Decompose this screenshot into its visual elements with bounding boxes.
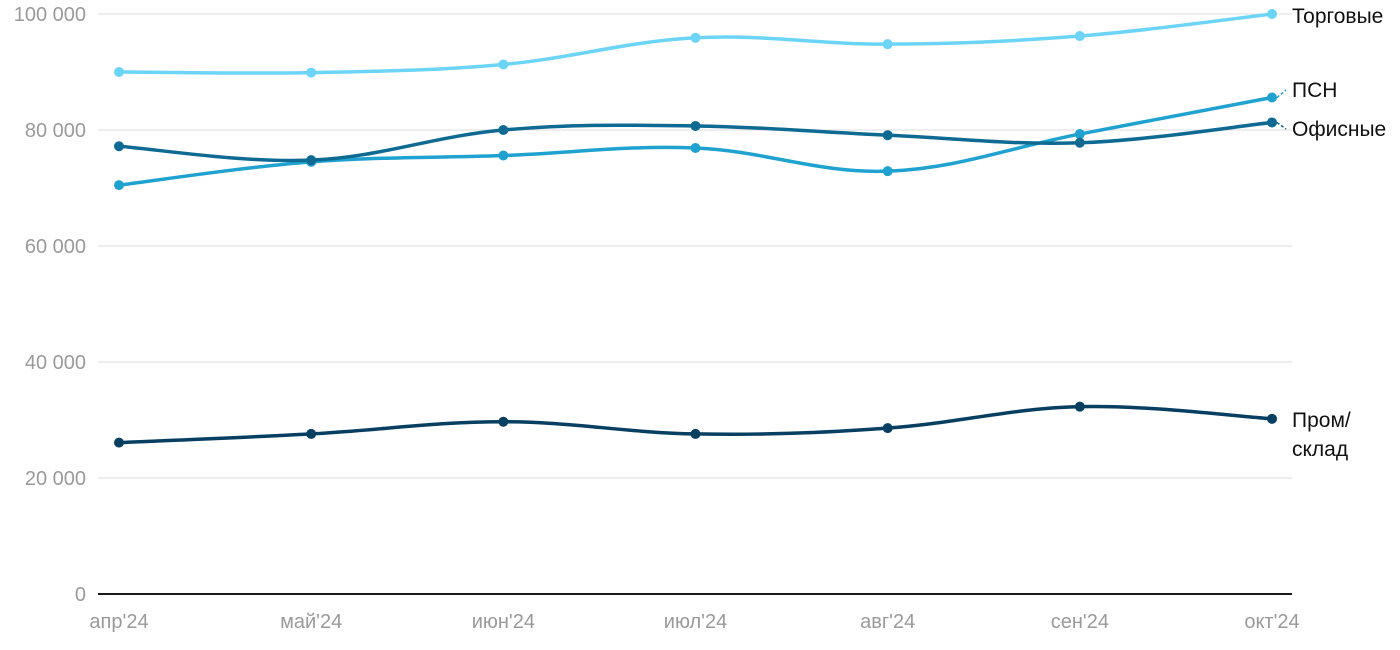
data-point: [1267, 92, 1277, 103]
series-end-label: ПСН: [1292, 79, 1337, 102]
data-point: [690, 120, 701, 131]
data-point: [306, 155, 317, 166]
y-tick-label: 20 000: [25, 468, 86, 490]
data-point: [306, 428, 317, 439]
x-tick-label: июл'24: [664, 611, 727, 633]
series-end-label: Торговые: [1292, 5, 1383, 28]
data-point: [498, 416, 509, 427]
series-Офисные: [114, 117, 1277, 166]
data-point: [1267, 117, 1277, 128]
data-point: [690, 428, 701, 439]
data-point: [1074, 31, 1085, 42]
series-Торговые: [114, 9, 1277, 78]
data-point: [1074, 129, 1085, 140]
series-line: [117, 12, 1274, 75]
y-tick-label: 100 000: [14, 4, 86, 26]
x-tick-label: июн'24: [472, 611, 535, 633]
series-Пром/склад: [114, 401, 1277, 448]
data-point: [1267, 413, 1277, 424]
data-point: [882, 166, 893, 177]
x-tick-label: окт'24: [1244, 611, 1299, 633]
x-axis-ticks: апр'24 май'24 июн'24 июл'24 авг'24 сен'24 окт'…: [89, 611, 1299, 633]
x-tick-label: май'24: [280, 611, 342, 633]
series-lines: [114, 9, 1277, 448]
data-point: [498, 150, 509, 161]
y-tick-label: 0: [75, 584, 86, 606]
data-point: [114, 67, 124, 77]
data-point: [882, 423, 893, 434]
y-tick-label: 80 000: [25, 120, 86, 142]
data-point: [114, 437, 124, 448]
data-point: [114, 180, 124, 191]
series-labels: Торговые ПСН Офисные Пром/склад: [1276, 5, 1386, 461]
data-point: [882, 130, 893, 141]
label-leader: [1276, 89, 1287, 99]
series-end-label: склад: [1292, 438, 1348, 461]
data-point: [498, 59, 509, 70]
label-leader: [1276, 121, 1287, 130]
data-point: [690, 142, 701, 153]
x-tick-label: сен'24: [1051, 611, 1109, 633]
data-point: [690, 32, 701, 43]
x-tick-label: апр'24: [89, 611, 148, 633]
x-tick-label: авг'24: [860, 611, 915, 633]
data-point: [1074, 401, 1085, 412]
data-point: [1267, 9, 1277, 19]
data-point: [498, 125, 509, 135]
data-point: [306, 67, 317, 78]
y-tick-label: 60 000: [25, 236, 86, 258]
y-tick-label: 40 000: [25, 352, 86, 374]
series-end-label: Офисные: [1292, 118, 1386, 141]
data-point: [114, 141, 124, 152]
y-axis-ticks: 0 20 000 40 000 60 000 80 000 100 000: [14, 4, 86, 606]
data-point: [882, 39, 893, 50]
data-point: [1074, 137, 1085, 148]
series-end-label: Пром/: [1292, 409, 1351, 432]
